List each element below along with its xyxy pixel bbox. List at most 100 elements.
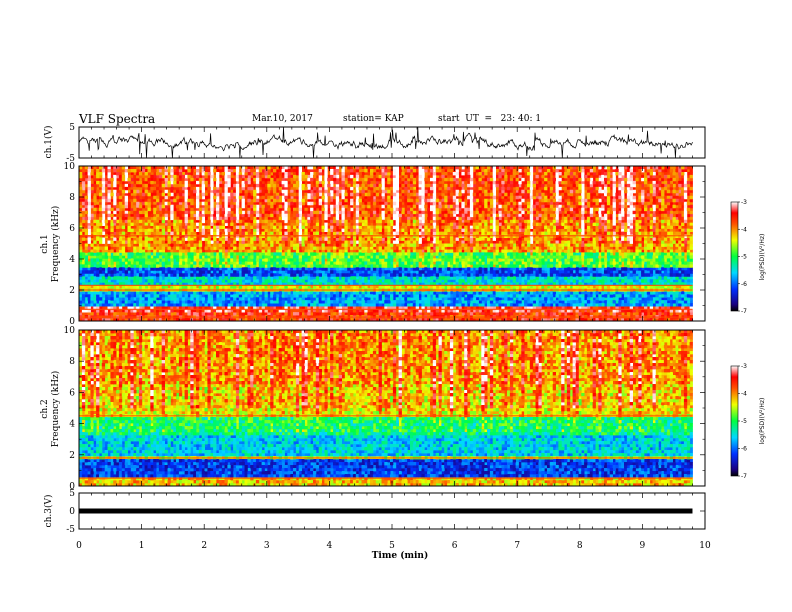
spectrogram-cells <box>629 405 633 409</box>
spectrogram-cells <box>629 339 633 343</box>
spectrogram-cells <box>218 426 223 430</box>
spectrogram-cells <box>598 378 602 382</box>
spectrogram-cells <box>469 396 474 400</box>
spectrogram-cells <box>361 273 365 277</box>
spectrogram-cells <box>79 174 628 247</box>
ch1-spectrogram <box>79 166 693 322</box>
spectrogram-cells <box>398 399 402 403</box>
spectrogram-cells <box>290 426 294 430</box>
spectrogram-cells <box>96 345 100 349</box>
spectrogram-cells <box>341 294 345 298</box>
spectrogram-cells <box>153 417 636 454</box>
spectrogram-cells <box>495 285 499 289</box>
spectrogram-cells <box>167 195 642 289</box>
spectrogram-cells <box>407 273 411 277</box>
spectrogram-cells <box>507 423 511 427</box>
spectrogram-cells <box>181 459 605 472</box>
y-tick-label: 2 <box>69 451 75 461</box>
spectrogram-cells <box>398 372 402 376</box>
spectrogram-cells <box>210 258 214 262</box>
spectrogram-cells <box>592 222 596 226</box>
y-tick-label: 5 <box>69 123 75 133</box>
spectrogram-cells <box>390 264 394 268</box>
spectrogram-cells <box>107 279 665 304</box>
spectrogram-cells <box>598 189 602 194</box>
spectrogram-cells <box>201 267 205 271</box>
spectrogram-cells <box>575 255 579 259</box>
y-tick-label: -5 <box>66 154 75 164</box>
spectrogram-cells <box>646 429 651 433</box>
x-tick-label: 9 <box>640 541 646 551</box>
spectrogram-cells <box>561 369 565 373</box>
colorbar-tick-label: -5 <box>741 254 747 261</box>
spectrogram-cells <box>489 339 494 343</box>
spectrogram-cells <box>153 300 157 304</box>
spectrogram-cells <box>281 429 285 433</box>
spectrogram-cells <box>512 258 528 268</box>
spectrogram-cells <box>241 273 245 277</box>
spectrogram-cells <box>136 423 531 457</box>
spectrogram-cells <box>287 417 291 421</box>
spectrogram-cells <box>361 261 365 265</box>
ch3-waveform-trace <box>79 508 693 514</box>
spectrogram-cells <box>666 291 671 295</box>
spectrogram-cells <box>681 270 685 274</box>
y-tick-label: 5 <box>69 489 75 499</box>
spectrogram-cells <box>521 354 525 358</box>
spectrogram-cells <box>615 273 619 277</box>
spectrogram-cells <box>372 459 399 475</box>
colorbar-2 <box>730 365 739 477</box>
spectrogram-cells <box>90 366 94 370</box>
ch3-ylabel: ch.3(V) <box>43 495 54 528</box>
colorbar-1 <box>730 201 739 312</box>
spectrogram-cells <box>558 261 562 265</box>
spectrogram-cells <box>198 468 203 472</box>
spectrogram-cells <box>432 195 437 200</box>
spectrogram-cells <box>275 264 280 268</box>
spectrogram-cells <box>464 351 468 355</box>
spectrogram-cells <box>484 363 488 367</box>
spectrogram-cells <box>618 354 622 358</box>
y-tick-label: 0 <box>69 507 75 517</box>
spectrogram-cells <box>584 459 588 463</box>
spectrogram-cells <box>529 267 534 271</box>
spectrogram-cells <box>478 261 505 265</box>
spectrogram-cells <box>449 333 454 337</box>
y-tick-label: 8 <box>69 193 75 203</box>
x-tick-label: 3 <box>264 541 270 551</box>
y-tick-label: 2 <box>69 286 75 296</box>
spectrogram-cells <box>481 357 485 361</box>
spectrogram-cells <box>683 336 688 340</box>
spectrogram-cells <box>415 426 419 430</box>
spectrogram-cells <box>258 435 679 454</box>
spectrogram-cells <box>575 417 579 421</box>
spectrogram-cells <box>484 267 488 271</box>
spectrogram-cells <box>509 369 514 373</box>
spectrogram-cells <box>644 468 648 472</box>
spectrogram-cells <box>167 261 171 265</box>
spectrogram-cells <box>218 474 223 478</box>
spectrogram-cells <box>136 258 402 286</box>
spectrogram-cells <box>372 243 377 247</box>
spectrogram-cells <box>355 429 360 433</box>
spectrogram-cells <box>81 166 693 313</box>
spectrogram-cells <box>110 336 693 484</box>
colorbar-tick-label: -7 <box>741 473 747 480</box>
spectrogram-cells <box>549 432 554 436</box>
spectrogram-cells <box>364 420 691 451</box>
y-tick-label: 0 <box>69 317 75 327</box>
spectrogram-cells <box>449 423 454 427</box>
colorbar-tick-label: -4 <box>741 226 747 233</box>
colorbar-tick-label: -6 <box>741 281 747 288</box>
spectrogram-cells <box>675 417 679 421</box>
spectrogram-cells <box>84 417 565 430</box>
spectrogram-cells <box>170 465 174 469</box>
ch2-spectrogram <box>79 330 693 487</box>
spectrogram-cells <box>101 264 106 268</box>
spectrogram-cells <box>81 177 691 319</box>
spectrogram-cells <box>153 423 157 427</box>
spectrogram-cells <box>121 336 651 403</box>
spectrogram-cells <box>173 177 619 292</box>
spectrogram-cells <box>315 345 320 349</box>
spectrogram-cells <box>347 258 428 265</box>
